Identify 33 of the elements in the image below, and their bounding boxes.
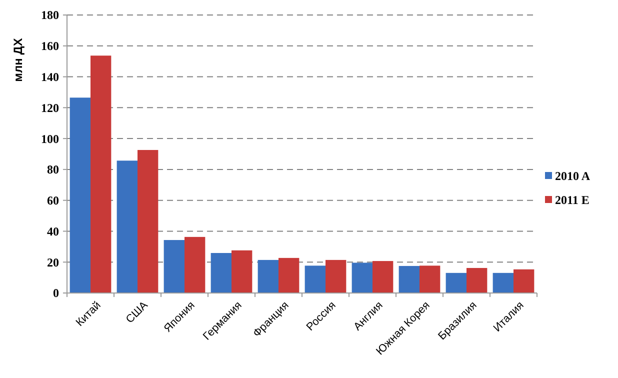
bar xyxy=(90,56,112,293)
bar xyxy=(304,266,326,293)
bar xyxy=(278,258,300,293)
bar xyxy=(258,260,278,293)
y-tick-label: 60 xyxy=(47,194,59,208)
bar xyxy=(372,261,394,293)
y-tick-label: 20 xyxy=(47,255,59,270)
y-tick-label: 0 xyxy=(53,286,59,300)
legend-label: 2010 A xyxy=(555,169,590,184)
y-tick-label: 160 xyxy=(41,39,59,54)
bar xyxy=(446,272,466,293)
bar xyxy=(352,262,372,293)
bar xyxy=(232,250,252,293)
bar xyxy=(326,260,346,293)
y-tick-label: 100 xyxy=(41,132,59,146)
bar xyxy=(398,266,420,293)
bar xyxy=(138,150,158,293)
bar xyxy=(116,160,138,293)
bar xyxy=(492,272,514,293)
bar xyxy=(164,240,184,293)
bar xyxy=(420,266,440,293)
y-tick-label: 40 xyxy=(47,224,59,238)
bar xyxy=(514,269,534,293)
bar xyxy=(70,98,90,293)
y-tick-label: 140 xyxy=(41,70,59,84)
y-tick-label: 80 xyxy=(47,162,59,177)
y-axis-title: млн ДХ xyxy=(11,38,25,82)
bar xyxy=(210,253,232,293)
bar xyxy=(184,236,206,293)
y-tick-label: 180 xyxy=(41,8,59,22)
y-tick-label: 120 xyxy=(41,100,59,115)
bar xyxy=(466,268,488,293)
legend-label: 2011 E xyxy=(555,193,590,208)
